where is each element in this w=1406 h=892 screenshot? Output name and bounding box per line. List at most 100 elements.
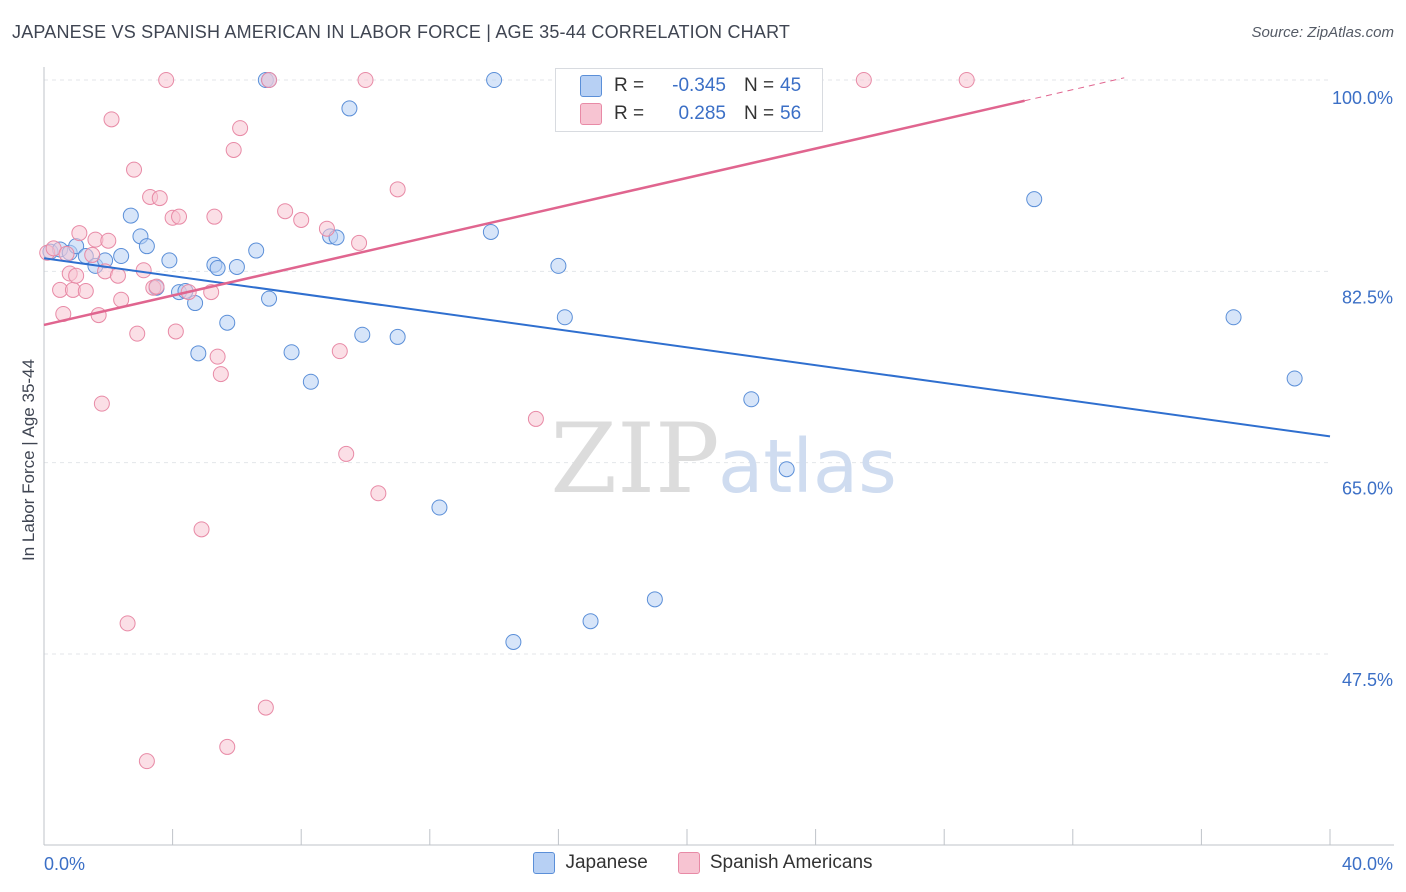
spanish-americans-point: [129, 325, 146, 342]
r-value: 0.285: [678, 103, 726, 124]
spanish-americans-point: [277, 203, 294, 220]
japanese-point: [743, 391, 760, 408]
japanese-point: [190, 345, 207, 362]
spanish-americans-point: [90, 307, 107, 324]
r-value: -0.345: [672, 75, 726, 96]
source-credit: Source: ZipAtlas.com: [1251, 24, 1394, 41]
axes: [43, 67, 1394, 846]
japanese-point: [283, 344, 300, 361]
x-tick-label-max: 40.0%: [1342, 854, 1393, 874]
japanese-point: [646, 591, 663, 608]
japanese-trend-line: [43, 257, 1331, 438]
japanese-point: [486, 72, 503, 88]
spanish-americans-point: [58, 245, 75, 262]
stats-row-spanish-americans: R = 0.285 N = 56: [580, 100, 801, 128]
spanish-americans-point: [103, 111, 120, 128]
japanese-point: [505, 633, 522, 650]
japanese-point: [582, 613, 599, 630]
spanish-americans-point: [212, 366, 229, 383]
spanish-americans-trend-line: [43, 99, 1025, 327]
japanese-point: [431, 499, 448, 516]
r-label: R =: [614, 103, 645, 124]
spanish-americans-point: [138, 753, 155, 770]
japanese-point: [1026, 191, 1043, 208]
japanese-point: [122, 207, 139, 224]
legend-swatch-japanese: [533, 852, 556, 874]
spanish-americans-point: [351, 234, 368, 251]
japanese-point: [1225, 309, 1242, 326]
trend-lines: [43, 77, 1331, 438]
japanese-point: [341, 100, 358, 117]
spanish-americans-point: [357, 72, 374, 88]
watermark-zip: ZIP: [550, 403, 719, 515]
japanese-point: [482, 223, 499, 240]
spanish-americans-point: [84, 246, 101, 263]
japanese-point: [219, 314, 236, 331]
spanish-americans-point: [219, 738, 236, 755]
spanish-americans-point: [119, 615, 136, 632]
correlation-stats-box: R = -0.345 N = 45 R = 0.285 N = 56: [555, 68, 823, 132]
y-axis-title: In Labor Force | Age 35-44: [19, 359, 38, 561]
watermark: ZIP atlas: [550, 403, 896, 515]
spanish-americans-point: [71, 225, 88, 242]
n-label: N =: [744, 103, 775, 124]
japanese-point: [556, 309, 573, 326]
r-label: R =: [614, 75, 645, 96]
stats-swatch-japanese: [580, 75, 602, 97]
spanish-americans-point: [77, 283, 94, 300]
spanish-americans-point: [958, 72, 975, 88]
legend-item-spanish-americans[interactable]: Spanish Americans: [677, 852, 873, 874]
spanish-americans-point: [68, 267, 85, 284]
n-value: 45: [780, 75, 802, 96]
legend-label-spanish-americans: Spanish Americans: [709, 852, 873, 873]
spanish-americans-point: [261, 72, 278, 88]
japanese-point: [550, 257, 567, 274]
japanese-point: [354, 326, 371, 343]
japanese-point: [209, 260, 226, 277]
x-tick-label-min: 0.0%: [44, 854, 85, 874]
spanish-americans-point: [158, 72, 175, 88]
y-tick-label: 100.0%: [1332, 88, 1393, 108]
gridlines: [44, 79, 1330, 655]
japanese-point: [138, 238, 155, 255]
y-tick-label: 82.5%: [1342, 287, 1393, 307]
spanish-americans-trend-extension: [1024, 77, 1125, 102]
legend-label-japanese: Japanese: [565, 852, 648, 873]
japanese-point: [161, 252, 178, 269]
legend-item-japanese[interactable]: Japanese: [533, 852, 648, 874]
spanish-americans-point: [318, 220, 335, 237]
spanish-americans-point: [855, 72, 872, 88]
spanish-americans-point: [100, 232, 117, 249]
japanese-point: [389, 328, 406, 345]
spanish-americans-point: [135, 262, 152, 279]
spanish-americans-point: [527, 410, 544, 427]
spanish-americans-point: [148, 278, 165, 295]
japanese-point: [228, 258, 245, 275]
chart-legend: Japanese Spanish Americans: [0, 852, 1406, 874]
watermark-atlas: atlas: [718, 424, 897, 510]
spanish-americans-point: [209, 348, 226, 365]
spanish-americans-point: [171, 208, 188, 225]
y-tick-label: 65.0%: [1342, 479, 1393, 499]
legend-swatch-spanish-americans: [677, 852, 700, 874]
y-tick-label: 47.5%: [1342, 670, 1393, 690]
japanese-point: [261, 290, 278, 307]
spanish-americans-point: [167, 323, 184, 340]
spanish-americans-point: [206, 208, 223, 225]
spanish-americans-point: [225, 141, 242, 158]
japanese-point: [302, 373, 319, 390]
spanish-americans-point: [232, 120, 249, 137]
japanese-point: [113, 248, 130, 265]
spanish-americans-point: [151, 190, 168, 207]
spanish-americans-point: [331, 343, 348, 360]
spanish-americans-point: [257, 699, 274, 716]
stats-row-japanese: R = -0.345 N = 45: [580, 72, 801, 100]
japanese-point: [778, 461, 795, 478]
spanish-americans-point: [193, 521, 210, 538]
japanese-point: [248, 242, 265, 259]
spanish-americans-point: [389, 181, 406, 198]
data-points: [39, 72, 1303, 770]
chart-title: JAPANESE VS SPANISH AMERICAN IN LABOR FO…: [12, 22, 791, 42]
n-label: N =: [744, 75, 775, 96]
